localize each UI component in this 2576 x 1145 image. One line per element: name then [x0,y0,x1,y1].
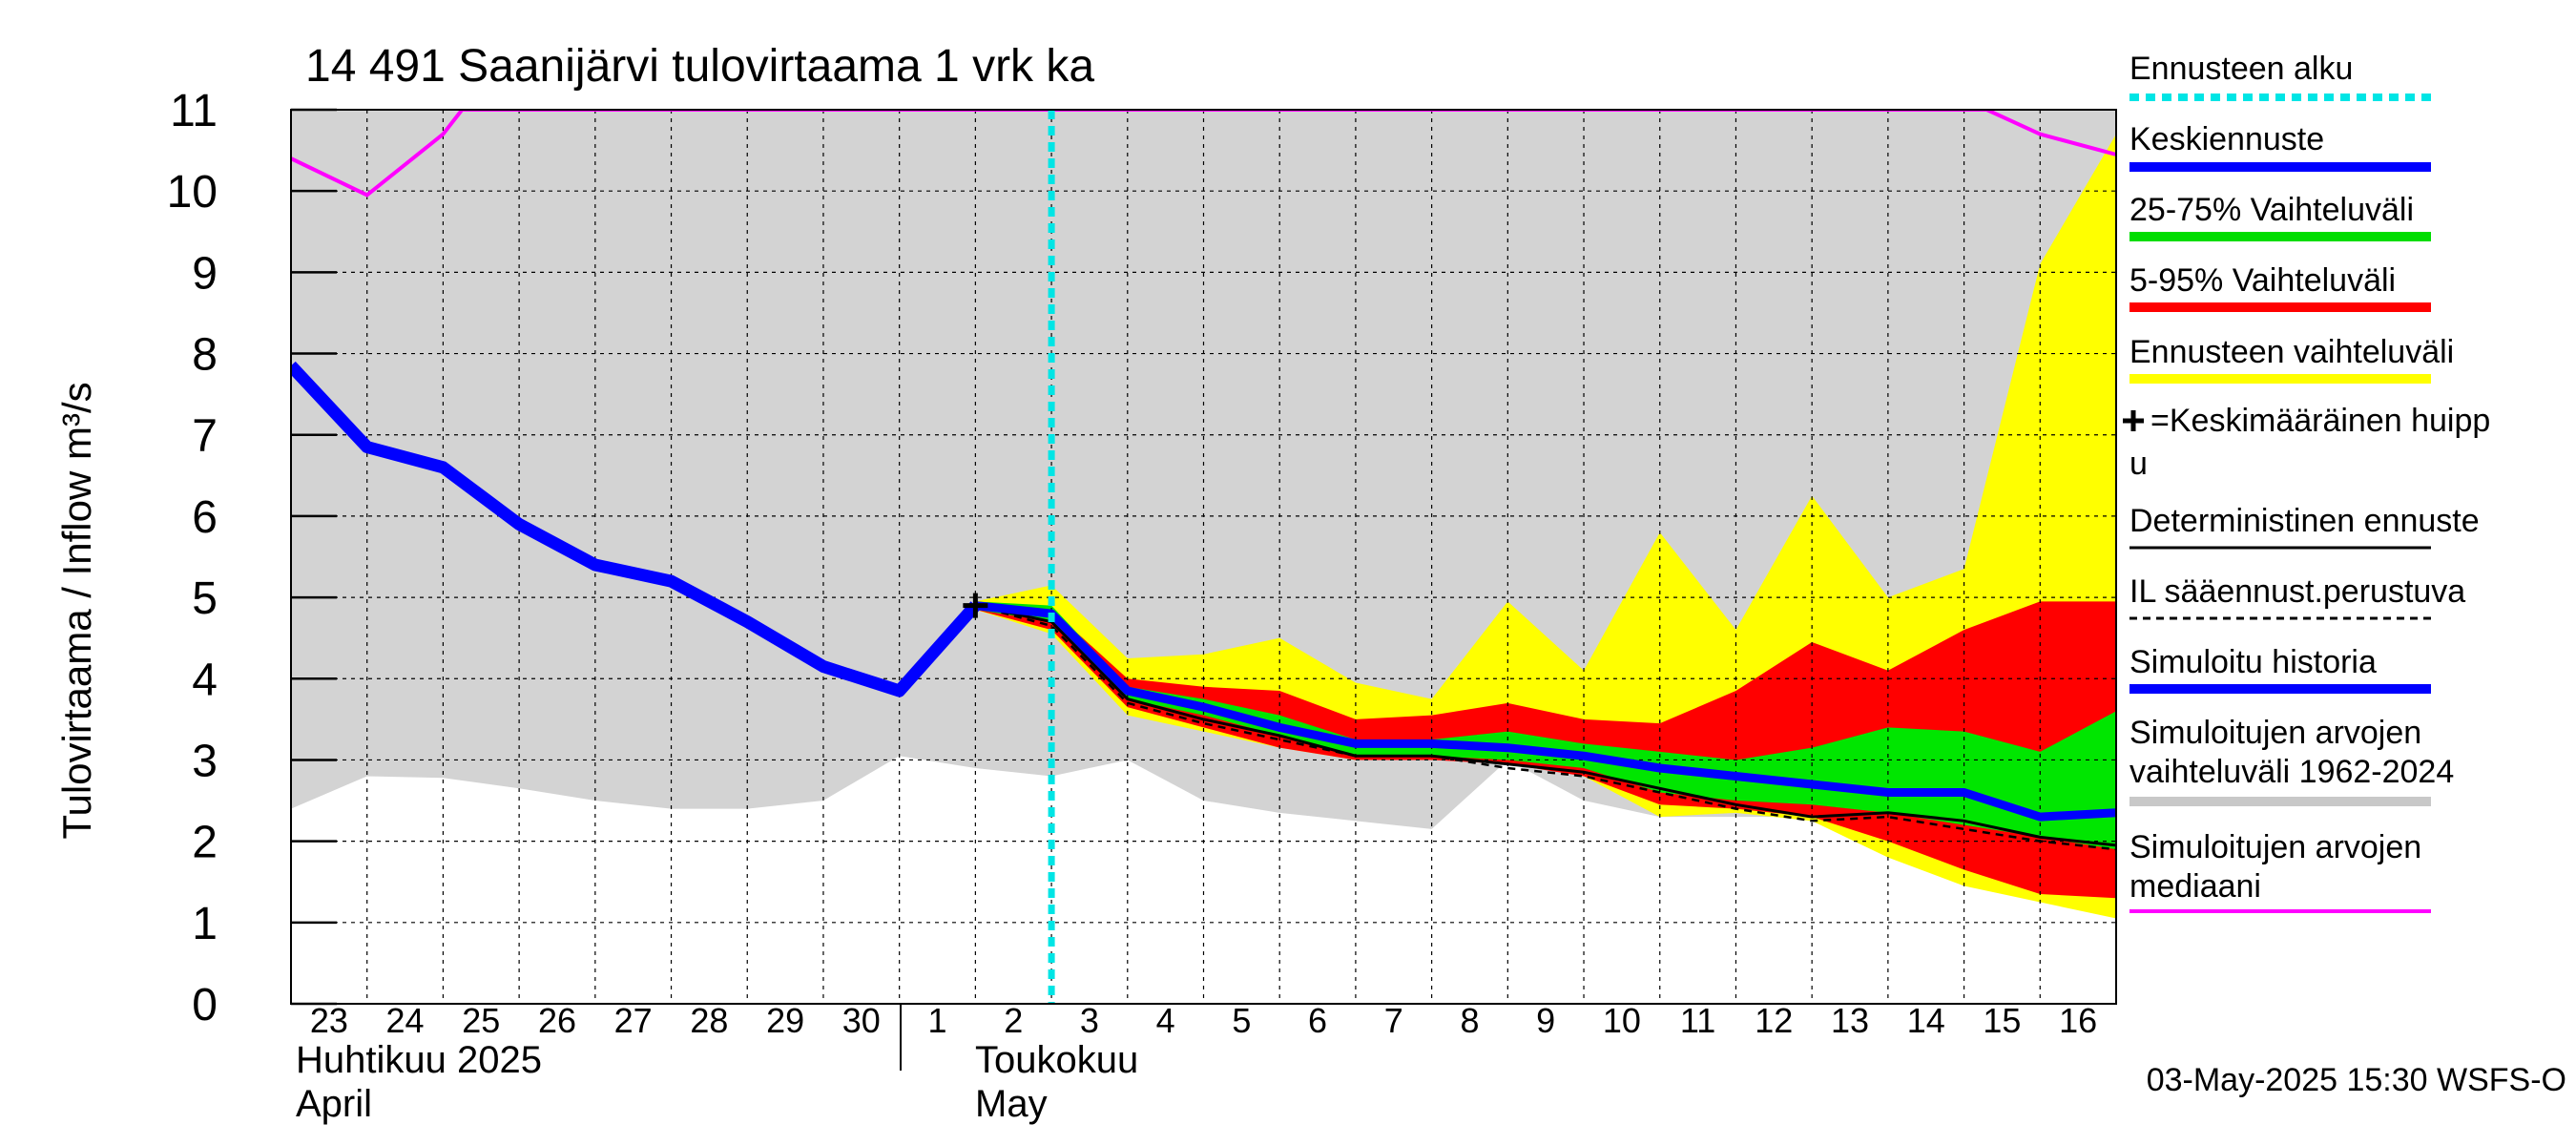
x-tick-label: 14 [1907,1001,1945,1040]
y-tick-label: 1 [192,899,218,949]
legend-label: mediaani [2129,868,2261,905]
x-tick-label: 13 [1831,1001,1869,1040]
mean-peak-marker [963,593,988,618]
x-tick-label: 28 [690,1001,728,1040]
x-tick-label: 10 [1603,1001,1641,1040]
x-tick-label: 24 [386,1001,425,1040]
x-tick-label: 25 [462,1001,500,1040]
plot-frame [290,109,2117,1005]
y-tick-label: 0 [192,980,218,1030]
legend-label: Simuloitu historia [2129,644,2377,680]
x-tick-label: 4 [1156,1001,1175,1040]
x-tick-label: 26 [538,1001,576,1040]
y-axis-label: Tulovirtaama / Inflow m³/s [54,382,99,839]
y-tick-label: 4 [192,655,218,705]
legend-label: =Keskimääräinen huipp [2150,403,2490,439]
x-tick-label: 23 [310,1001,348,1040]
mean-forecast-line [974,601,2116,822]
month-label-may-fi: Toukokuu [975,1039,1138,1081]
legend-label: 5-95% Vaihteluväli [2129,262,2396,299]
legend-label: Simuloitujen arvojen [2129,829,2421,865]
legend-item: Ennusteen vaihteluväli [2129,334,2454,384]
legend-label: Deterministinen ennuste [2129,503,2480,539]
x-tick-label: 30 [842,1001,881,1040]
x-tick-label: 12 [1755,1001,1793,1040]
simulated-history-line [291,361,981,697]
deterministic-forecast-line [975,604,2116,847]
y-axis: 0 1 2 3 4 5 6 7 8 9 10 11 [167,86,337,1030]
x-tick-label: 11 [1680,1001,1715,1040]
x-tick-label: 29 [766,1001,804,1040]
chart-title: 14 491 Saanijärvi tulovirtaama 1 vrk ka [305,41,1094,92]
legend-label: IL sääennust.perustuva [2129,573,2465,610]
y-tick-label: 2 [192,818,218,868]
legend-label: Ennusteen vaihteluväli [2129,334,2454,370]
x-tick-label: 27 [614,1001,653,1040]
x-tick-label: 1 [928,1001,947,1040]
x-tick-label: 3 [1080,1001,1099,1040]
legend-item: Keskiennuste [2129,121,2431,172]
legend-item: Deterministinen ennuste [2129,503,2480,550]
legend-label: Simuloitujen arvojen [2129,715,2421,751]
legend: Ennusteen alku Keskiennuste 25-75% Vaihtel… [2123,51,2490,913]
y-tick-label: 10 [167,167,218,218]
y-tick-label: 9 [192,248,218,299]
y-tick-label: 7 [192,411,218,462]
x-tick-label: 5 [1232,1001,1251,1040]
median-line [291,110,2116,198]
month-label-may-en: May [975,1083,1048,1125]
legend-label: 25-75% Vaihteluväli [2129,192,2414,228]
x-tick-label: 2 [1004,1001,1023,1040]
x-axis: 23 24 25 26 27 28 29 30 1 2 3 4 5 6 7 8 9 10 11 12 13 14 15 16 [310,1001,2097,1040]
x-tick-label: 8 [1460,1001,1479,1040]
legend-item: IL sääennust.perustuva [2129,573,2465,620]
y-tick-label: 5 [192,573,218,624]
legend-item: Simuloitu historia [2129,644,2431,694]
y-tick-label: 8 [192,330,218,381]
month-label-april-fi: Huhtikuu 2025 [296,1039,542,1081]
y-tick-label: 11 [170,86,218,136]
legend-label: Ennusteen alku [2129,51,2353,87]
legend-item: 25-75% Vaihteluväli [2129,192,2431,241]
legend-label: Keskiennuste [2129,121,2324,157]
x-tick-label: 15 [1983,1001,2021,1040]
x-tick-label: 16 [2059,1001,2097,1040]
legend-item: Ennusteen alku [2129,51,2431,101]
x-tick-label: 6 [1308,1001,1327,1040]
legend-item: 5-95% Vaihteluväli [2129,262,2431,312]
month-label-april-en: April [296,1083,372,1125]
legend-label: vaihteluväli 1962-2024 [2129,754,2454,790]
footer-timestamp: 03-May-2025 15:30 WSFS-O [2147,1062,2566,1098]
y-tick-label: 6 [192,492,218,543]
legend-label: u [2129,446,2148,482]
y-tick-label: 3 [192,736,218,786]
x-tick-label: 9 [1536,1001,1555,1040]
x-tick-label: 7 [1384,1001,1403,1040]
